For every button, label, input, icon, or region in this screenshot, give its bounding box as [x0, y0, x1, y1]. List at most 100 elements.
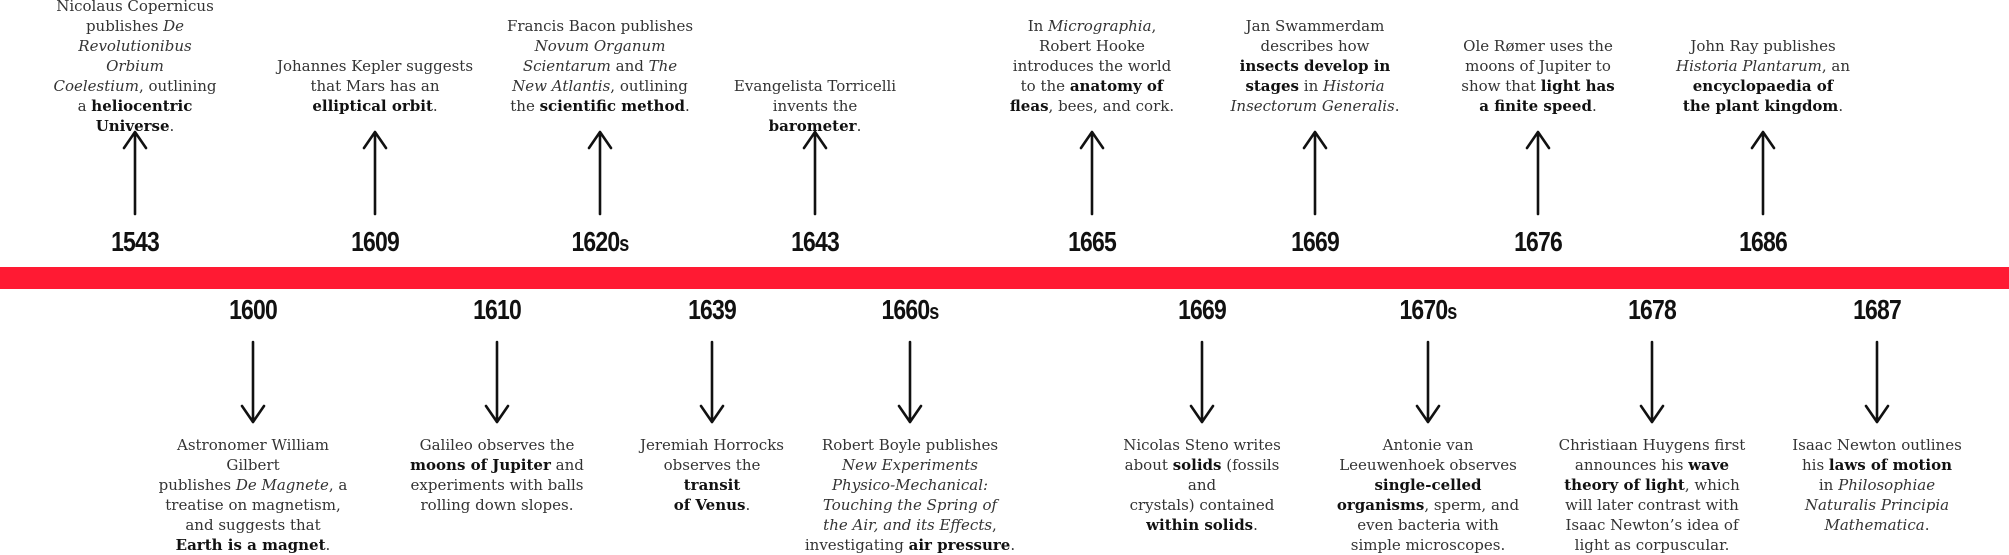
italic-text: Coelestium: [53, 77, 139, 95]
arrow-down-icon: [897, 340, 923, 424]
event-year: 1543: [69, 226, 200, 258]
description-line: within solids.: [1122, 515, 1282, 535]
plain-text: publishes: [158, 476, 236, 494]
description-line: organisms, sperm, and: [1311, 495, 1545, 515]
plain-text: experiments with balls: [410, 476, 584, 494]
plain-text: Astronomer William Gilbert: [177, 436, 329, 474]
plain-text: Nicolas Steno writes: [1123, 436, 1281, 454]
event-year-number: 1676: [1514, 226, 1563, 257]
arrow-up-icon: [1525, 130, 1551, 216]
event-description: Johannes Kepler suggests that Mars has an…: [273, 56, 477, 116]
event-year: 1609: [309, 226, 440, 258]
plain-text: publishes: [85, 17, 164, 35]
bold-text: barometer: [768, 117, 857, 135]
plain-text: (fossils and: [1187, 456, 1280, 494]
plain-text: light as corpuscular.: [1574, 536, 1730, 554]
event-description: In Micrographia, Robert Hooke introduces t…: [1003, 16, 1181, 116]
plain-text: in: [1299, 77, 1324, 95]
arrow-down-icon: [240, 340, 266, 424]
event-description: Isaac Newton outlines his laws of motion i…: [1772, 435, 1982, 535]
event-year: 1600: [187, 294, 318, 326]
description-line: moons of Jupiter to: [1450, 56, 1626, 76]
description-line: light as corpuscular.: [1558, 535, 1746, 555]
plain-text: Galileo observes the: [419, 436, 575, 454]
description-line: single-celled: [1311, 475, 1545, 495]
arrow-down-icon: [484, 340, 510, 424]
arrow-up-icon: [1079, 130, 1105, 216]
event-description: Nicolaus Copernicus publishes De Revolutio…: [52, 0, 219, 136]
italic-text: New Experiments: [842, 456, 978, 474]
plain-text: .: [432, 97, 438, 115]
description-line: Robert Hooke: [1003, 36, 1181, 56]
event-year: 1639: [646, 294, 777, 326]
event-description: Francis Bacon publishes Novum Organum Scie…: [502, 16, 699, 116]
event-year-suffix: s: [929, 299, 939, 324]
description-line: stages in Historia: [1226, 76, 1404, 96]
arrow-up-icon: [122, 130, 148, 216]
description-line: Christiaan Huygens first: [1558, 435, 1746, 455]
bold-text: the plant kingdom: [1682, 97, 1839, 115]
event-description: Robert Boyle publishes New Experiments Phy…: [803, 435, 1017, 555]
event-year-number: 1600: [229, 294, 278, 325]
plain-text: treatise on magnetism,: [165, 496, 341, 514]
description-line: Novum Organum: [502, 36, 699, 56]
plain-text: .: [856, 117, 862, 135]
bold-text: laws of motion: [1828, 456, 1953, 474]
event-description: Jan Swammerdam describes how insects devel…: [1226, 16, 1404, 116]
description-line: Historia Plantarum, an: [1672, 56, 1854, 76]
plain-text: John Ray publishes: [1690, 37, 1836, 55]
plain-text: moons of Jupiter to: [1465, 57, 1611, 75]
italic-text: Mathematica: [1824, 516, 1925, 534]
description-line: that Mars has an: [273, 76, 477, 96]
event-year-number: 1660: [881, 294, 930, 325]
plain-text: the: [510, 97, 540, 115]
bold-text: light has: [1540, 77, 1615, 95]
plain-text: Leeuwenhoek observes: [1339, 456, 1517, 474]
description-line: Galileo observes the: [382, 435, 612, 455]
description-line: the Air, and its Effects,: [803, 515, 1017, 535]
event-year: 1660s: [844, 294, 975, 326]
description-line: New Atlantis, outlining: [502, 76, 699, 96]
description-line: Naturalis Principia: [1772, 495, 1982, 515]
description-line: Physico-Mechanical:: [803, 475, 1017, 495]
description-line: encyclopaedia of: [1672, 76, 1854, 96]
bold-text: a finite speed: [1479, 97, 1592, 115]
plain-text: .: [745, 496, 751, 514]
event-year-number: 1639: [688, 294, 737, 325]
bold-text: anatomy of: [1069, 77, 1164, 95]
italic-text: Naturalis Principia: [1804, 496, 1950, 514]
plain-text: announces his: [1574, 456, 1689, 474]
bold-text: insects develop in: [1239, 57, 1391, 75]
event-year-suffix: s: [1447, 299, 1457, 324]
description-line: New Experiments: [803, 455, 1017, 475]
bold-text: air pressure: [908, 536, 1011, 554]
event-description: Ole Rømer uses the moons of Jupiter to sho…: [1450, 36, 1626, 116]
bold-text: encyclopaedia of: [1692, 77, 1834, 95]
description-line: Scientarum and The: [502, 56, 699, 76]
event-year-number: 1678: [1628, 294, 1677, 325]
description-line: Robert Boyle publishes: [803, 435, 1017, 455]
italic-text: Physico-Mechanical:: [831, 476, 989, 494]
description-line: will later contrast with: [1558, 495, 1746, 515]
description-line: about solids (fossils and: [1122, 455, 1282, 495]
description-line: the plant kingdom.: [1672, 96, 1854, 116]
description-line: Johannes Kepler suggests: [273, 56, 477, 76]
plain-text: .: [1394, 97, 1400, 115]
plain-text: In: [1027, 17, 1049, 35]
plain-text: .: [1010, 536, 1016, 554]
plain-text: .: [1253, 516, 1258, 534]
description-line: Touching the Spring of: [803, 495, 1017, 515]
plain-text: and: [610, 57, 649, 75]
italic-text: Historia: [1323, 77, 1385, 95]
plain-text: his: [1801, 456, 1829, 474]
description-line: investigating air pressure.: [803, 535, 1017, 555]
description-line: Nicolas Steno writes: [1122, 435, 1282, 455]
plain-text: Robert Hooke: [1039, 37, 1145, 55]
arrow-down-icon: [1864, 340, 1890, 424]
arrow-up-icon: [1750, 130, 1776, 216]
description-line: invents the barometer.: [725, 96, 905, 136]
description-line: a finite speed.: [1450, 96, 1626, 116]
event-year: 1676: [1472, 226, 1603, 258]
arrow-down-icon: [1189, 340, 1215, 424]
bold-text: fleas: [1009, 97, 1049, 115]
